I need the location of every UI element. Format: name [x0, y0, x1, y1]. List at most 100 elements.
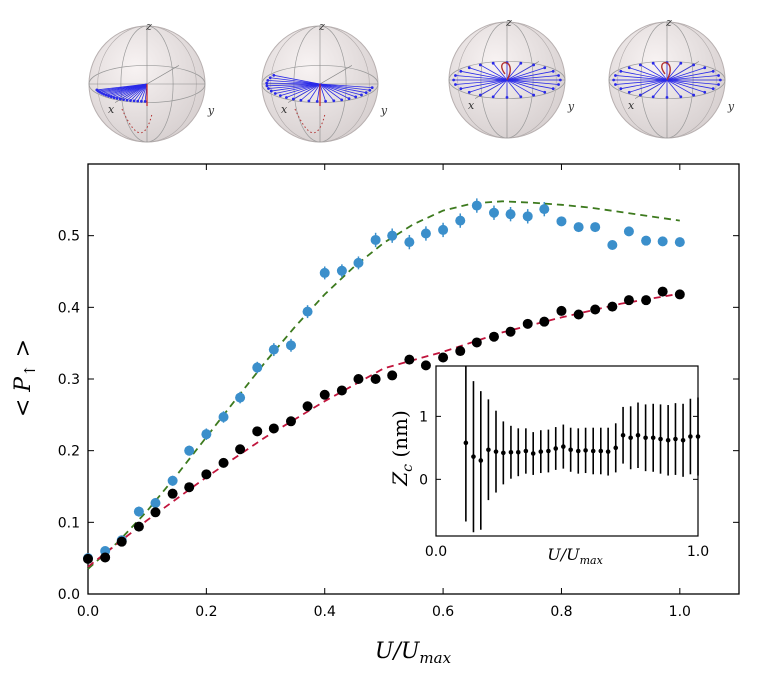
bloch-vector-tip: [679, 61, 683, 65]
data-point-series-1: [657, 286, 668, 297]
data-point-series-1: [573, 309, 584, 320]
data-point-series-1: [319, 389, 330, 400]
data-point-series-1: [641, 295, 652, 306]
bloch-vector: [319, 83, 362, 96]
bloch-vector-tip: [265, 84, 269, 88]
bloch-vector-tip: [100, 91, 104, 95]
bloch-vector: [319, 83, 326, 102]
data-point-series-1: [522, 318, 533, 329]
bloch-vector-tip: [452, 78, 456, 82]
bloch-vector-tip: [278, 94, 282, 98]
bloch-vector-tip: [703, 66, 707, 70]
data-point-series-0: [302, 306, 313, 317]
bloch-vector-tip: [454, 83, 457, 86]
bloch-vector: [268, 83, 321, 89]
bloch-vector: [271, 83, 321, 92]
bloch-vector-tip: [638, 93, 642, 97]
data-point-series-0: [438, 224, 449, 235]
inset-y-tick-label: 0: [419, 472, 428, 488]
bloch-vector-tip: [519, 61, 523, 65]
bloch-vector: [666, 64, 694, 81]
bloch-vector-tip: [551, 87, 555, 91]
data-point-series-1: [252, 426, 263, 437]
bloch-vector-tip: [102, 92, 106, 96]
inset-data-point: [508, 449, 514, 455]
data-point-series-0: [623, 226, 634, 237]
bloch-vector-tip: [665, 96, 669, 99]
data-point-series-0: [167, 475, 178, 486]
bloch-vector: [620, 70, 668, 81]
data-point-series-0: [556, 216, 567, 227]
data-point-series-1: [201, 469, 212, 480]
bloch-vector-tip: [109, 95, 113, 99]
x-tick-label: 0.8: [550, 604, 572, 620]
data-point-series-1: [370, 374, 381, 384]
bloch-vector: [319, 83, 367, 94]
bloch-vector: [615, 75, 668, 81]
data-point-series-0: [657, 236, 668, 247]
inset-plot-frame: [435, 365, 699, 537]
bloch-vector: [492, 62, 508, 81]
data-point-series-0: [218, 411, 229, 422]
bloch-sphere-3: z x y: [448, 16, 575, 139]
data-point-series-0: [201, 429, 212, 440]
bloch-vector-tip: [459, 69, 463, 73]
data-point-series-0: [522, 211, 533, 222]
bloch-vector: [460, 70, 508, 81]
bloch-vector-tip: [467, 90, 471, 94]
bloch-vector-tip: [268, 76, 272, 80]
main-data-points: [83, 198, 685, 564]
inset-data-point: [523, 448, 529, 454]
bloch-vector-tip: [558, 78, 562, 82]
bloch-vector: [629, 79, 668, 93]
trajectory-loop: [501, 61, 511, 81]
inset-data-point: [568, 447, 573, 453]
inset-data-point: [546, 448, 551, 454]
data-point-series-0: [235, 392, 246, 403]
trajectory-loop: [661, 61, 671, 81]
trajectory-path: [294, 108, 326, 134]
bloch-vector-tip: [627, 66, 631, 70]
inset-x-tick-label: 1.0: [687, 544, 709, 560]
bloch-vector-tip: [711, 87, 715, 91]
data-point-series-1: [336, 385, 347, 396]
data-point-series-0: [573, 222, 584, 233]
data-point-series-1: [133, 521, 144, 532]
main-fit-curves: [87, 200, 680, 570]
bloch-vector-tip: [614, 74, 617, 77]
bloch-vector: [133, 83, 148, 102]
sphere-x-label: x: [468, 99, 475, 112]
y-tick-label: 0.2: [58, 444, 80, 460]
data-point-series-1: [302, 401, 313, 412]
bloch-vector: [506, 79, 554, 90]
inset-y-tick-label: 1: [419, 409, 428, 425]
inset-data-point: [643, 435, 648, 441]
data-point-series-1: [455, 346, 466, 357]
bloch-vector: [460, 79, 508, 90]
bloch-vector: [480, 79, 508, 96]
inset-data-point: [583, 448, 588, 453]
bloch-vector-tip: [614, 83, 617, 86]
sphere-z-label: z: [665, 16, 672, 29]
bloch-vector-tip: [692, 63, 696, 67]
bloch-vector: [666, 79, 714, 90]
inset-data-point: [620, 432, 626, 438]
bloch-vector-tip: [532, 63, 536, 67]
bloch-vector: [506, 64, 534, 81]
sphere-x-label: x: [281, 103, 288, 116]
bloch-vector-tip: [519, 95, 523, 99]
bloch-vector: [506, 79, 545, 93]
bloch-vector: [273, 74, 321, 85]
inset-data-point: [575, 448, 581, 454]
trajectory-path: [121, 108, 153, 134]
data-point-series-1: [285, 416, 296, 427]
inset-data-point: [515, 449, 521, 455]
inset-data-point: [501, 450, 506, 456]
bloch-vector: [270, 77, 321, 85]
inset-data-point: [590, 448, 596, 454]
bloch-vector-tip: [717, 74, 720, 77]
sphere-x-label: x: [108, 103, 115, 116]
bloch-vector-tip: [347, 97, 351, 100]
bloch-vector-tip: [299, 98, 303, 102]
inset-data-point: [478, 458, 484, 463]
